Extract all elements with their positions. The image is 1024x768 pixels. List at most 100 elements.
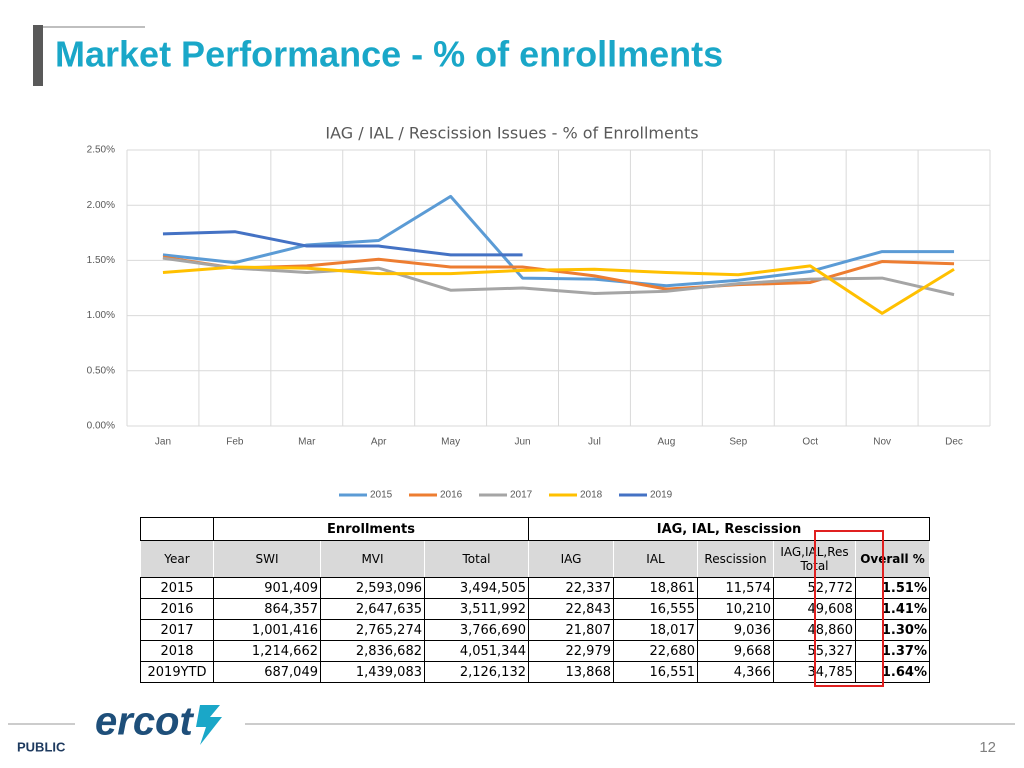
column-header: Year [140,540,214,578]
x-tick-label: Mar [298,437,316,448]
page-number: 12 [979,739,996,756]
column-header: MVI [320,540,425,578]
table-cell: 9,036 [697,619,774,641]
table-cell: 34,785 [773,661,856,683]
table-cell: 1.41% [855,598,930,620]
series-line [162,264,955,315]
table-row: 2017 1,001,416 2,765,274 3,766,690 21,807 18,… [140,619,930,641]
table-cell: 901,409 [213,577,321,599]
x-tick-label: Jul [588,437,601,448]
table-cell: 3,494,505 [424,577,529,599]
table-cell: 1.30% [855,619,930,641]
x-tick-label: Aug [657,437,675,448]
table-row: 2019YTD 687,049 1,439,083 2,126,132 13,868 16… [140,661,930,683]
x-tick-label: Dec [945,437,963,448]
title-bar [33,25,43,86]
column-header: Rescission [697,540,774,578]
table-cell: 16,551 [613,661,698,683]
table-cell: 48,860 [773,619,856,641]
legend-label: 2018 [580,490,603,501]
group-header: IAG, IAL, Rescission [528,517,930,541]
table-cell: 49,608 [773,598,856,620]
table-cell: 2019YTD [140,661,214,683]
table-cell: 1.37% [855,640,930,662]
x-tick-label: Jan [155,437,171,448]
x-tick-label: Nov [873,437,891,448]
table-cell: 2,647,635 [320,598,425,620]
table-cell: 18,861 [613,577,698,599]
table-cell: 2,126,132 [424,661,529,683]
table: Enrollments IAG, IAL, Rescission Year SWI MV… [140,517,930,683]
table-cell: 3,511,992 [424,598,529,620]
x-tick-label: Sep [729,437,747,448]
logo: ercot [95,700,194,744]
column-header: Total [424,540,529,578]
series-line [162,230,523,257]
x-tick-label: May [441,437,460,448]
x-tick-label: Oct [802,437,818,448]
table-cell: 2,836,682 [320,640,425,662]
y-tick-label: 0.50% [87,365,115,376]
table-cell: 1,214,662 [213,640,321,662]
slide-title: Market Performance - % of enrollments [55,34,723,75]
table-cell: 22,979 [528,640,614,662]
table-cell: 1.51% [855,577,930,599]
logo-bolt [196,705,222,745]
y-tick-label: 2.50% [87,145,115,156]
table-cell: 22,680 [613,640,698,662]
column-header: IAL [613,540,698,578]
table-cell: 10,210 [697,598,774,620]
table-row: 2018 1,214,662 2,836,682 4,051,344 22,979 22,… [140,640,930,662]
table-cell: 2,593,096 [320,577,425,599]
table-cell: 13,868 [528,661,614,683]
y-tick-label: 0.00% [87,421,115,432]
table-cell: 2,765,274 [320,619,425,641]
table-row: Enrollments IAG, IAL, Rescission [140,517,930,541]
table-cell: 4,366 [697,661,774,683]
y-tick-label: 1.50% [87,255,115,266]
column-header: Overall % [855,540,930,578]
table-cell: 2017 [140,619,214,641]
table-cell: 21,807 [528,619,614,641]
table-cell: 864,357 [213,598,321,620]
table-row: 2015 901,409 2,593,096 3,494,505 22,337 18,86… [140,577,930,599]
series-line [162,256,955,297]
table-cell: 2016 [140,598,214,620]
column-header: IAG [528,540,614,578]
y-tick-label: 2.00% [87,200,115,211]
table-cell: 16,555 [613,598,698,620]
y-tick-label: 1.00% [87,310,115,321]
table-cell: 1,001,416 [213,619,321,641]
table-cell: 3,766,690 [424,619,529,641]
x-tick-label: Feb [226,437,244,448]
table-cell: 55,327 [773,640,856,662]
table-cell: 2018 [140,640,214,662]
footer-label: PUBLIC [17,739,66,754]
table-cell: 18,017 [613,619,698,641]
column-header: IAG,IAL,Res Total [773,540,856,578]
table-cell: 22,337 [528,577,614,599]
table-row: Year SWI MVI Total IAG IAL Rescission IAG,IAL,R… [140,540,930,578]
table-cell: 4,051,344 [424,640,529,662]
legend-label: 2019 [650,490,673,501]
x-tick-label: Jun [514,437,530,448]
legend-label: 2016 [440,490,463,501]
table-cell: 52,772 [773,577,856,599]
column-header: SWI [213,540,321,578]
table-cell: 687,049 [213,661,321,683]
group-header: Enrollments [213,517,529,541]
table-cell: 1,439,083 [320,661,425,683]
series-line [162,194,955,288]
legend-label: 2017 [510,490,533,501]
table-row: 2016 864,357 2,647,635 3,511,992 22,843 16,55… [140,598,930,620]
group-header [140,517,214,541]
legend-label: 2015 [370,490,393,501]
table-cell: 1.64% [855,661,930,683]
table-cell: 22,843 [528,598,614,620]
table-cell: 2015 [140,577,214,599]
table-cell: 11,574 [697,577,774,599]
x-tick-label: Apr [371,437,387,448]
chart-title: IAG / IAL / Rescission Issues - % of Enr… [325,124,698,143]
